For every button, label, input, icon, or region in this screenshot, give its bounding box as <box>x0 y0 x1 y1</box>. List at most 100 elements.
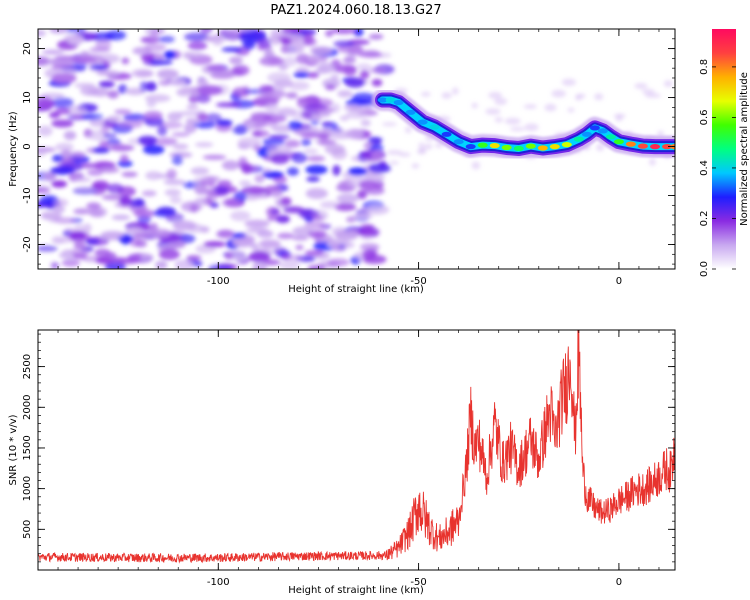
spectrogram-plot-area <box>38 29 675 269</box>
ridge-point <box>662 144 672 150</box>
spectrogram-noise-blob <box>80 113 104 121</box>
colorbar-label: Normalized spectral amplitude <box>739 72 750 226</box>
spectrogram-noise-blob <box>38 147 56 153</box>
spectrogram-noise-blob <box>304 220 326 230</box>
spectrogram-noise-blob <box>544 103 557 112</box>
spectrogram-noise-blob <box>307 230 327 239</box>
spectrogram-noise-blob <box>156 206 176 215</box>
spectrogram-noise-blob <box>38 99 55 108</box>
spectrogram-noise-blob <box>596 143 605 152</box>
spectrogram-noise-blob <box>201 175 221 182</box>
spectrogram-noise-blob <box>267 72 292 84</box>
ridge-point <box>605 134 616 140</box>
spectrogram-noise-blob <box>174 259 195 269</box>
spectrogram-noise-blob <box>145 171 162 181</box>
spectrogram-noise-blob <box>157 125 168 136</box>
spectrogram-noise-blob <box>259 85 274 92</box>
y-tick-label: 10 <box>22 91 33 104</box>
spectrogram-noise-blob <box>368 136 383 144</box>
spectrogram-noise-blob <box>217 229 234 238</box>
spectrogram-noise-blob <box>132 253 142 260</box>
spectrogram-noise-blob <box>180 201 203 212</box>
spectrogram-noise-blob <box>327 130 354 140</box>
ridge-point <box>613 139 624 145</box>
spectrogram-noise-blob <box>334 202 357 212</box>
spectrogram-noise-blob <box>142 144 165 155</box>
spectrogram-noise-blob <box>252 261 268 269</box>
spectrogram-noise-blob <box>371 150 383 161</box>
spectrogram-noise-blob <box>38 187 51 193</box>
spectrogram-noise-blob <box>339 115 350 121</box>
spectrogram-noise-blob <box>193 176 203 188</box>
spectrogram-noise-blob <box>198 187 217 195</box>
spectrogram-noise-blob <box>368 163 391 174</box>
spectrogram-noise-blob <box>337 90 353 98</box>
spectrogram-noise-blob <box>143 110 163 121</box>
y-tick-label: 1500 <box>22 435 33 460</box>
spectrogram-noise-blob <box>303 33 314 45</box>
spectrogram-noise-blob <box>288 81 310 91</box>
spectrogram-noise-blob <box>38 125 53 137</box>
spectrogram-noise-blob <box>237 137 262 148</box>
spectrogram-noise-blob <box>494 117 503 123</box>
spectrogram-noise-blob <box>224 251 233 260</box>
spectrogram-noise-blob <box>320 121 333 127</box>
spectrogram-noise-blob <box>307 264 326 269</box>
spectrogram-noise-blob <box>286 167 299 176</box>
spectrogram-noise-blob <box>331 29 357 35</box>
spectrogram-noise-blob <box>87 169 104 176</box>
ridge-point <box>393 99 404 106</box>
spectrogram-noise-blob <box>43 171 57 182</box>
spectrogram-noise-blob <box>358 180 379 190</box>
snr-frame <box>37 329 676 571</box>
spectrogram-noise-blob <box>333 40 355 48</box>
spectrogram-noise-blob <box>327 258 350 267</box>
spectrogram-noise-blob <box>287 254 304 262</box>
spectrogram-noise-blob <box>231 64 250 76</box>
spectrogram-noise-blob <box>304 215 324 220</box>
spectrogram-noise-blob <box>61 258 81 267</box>
colorbar-ticks: 0.0 0.2 0.4 0.6 0.8 <box>699 59 736 277</box>
spectrogram-noise-blob <box>106 115 122 122</box>
snr-series-line <box>38 330 675 564</box>
spectrogram-noise-blob <box>166 168 177 180</box>
spectrogram-noise-blob <box>524 123 539 132</box>
snr-plot-area <box>38 330 675 564</box>
spectrogram-noise-blob <box>262 171 284 179</box>
y-tick-label: 2000 <box>22 395 33 420</box>
spectrogram-noise-blob <box>117 84 128 94</box>
ridge-point <box>525 143 536 149</box>
spectrogram-noise-blob <box>190 167 210 175</box>
spectrogram-noise-blob <box>359 70 370 80</box>
spectrogram-noise-blob <box>200 29 213 35</box>
spectrogram-noise-blob <box>149 31 159 42</box>
spectrogram-noise-blob <box>250 188 264 195</box>
spectrogram-noise-blob <box>137 135 158 145</box>
spectrogram-noise-blob <box>291 152 308 164</box>
spectrogram-noise-blob <box>293 71 310 78</box>
spectrogram-noise-blob <box>212 36 224 46</box>
spectrogram-noise-blob <box>186 103 199 110</box>
spectrogram-noise-blob <box>280 197 292 206</box>
spectrogram-noise-blob <box>336 193 359 204</box>
spectrogram-noise-blob <box>345 110 368 119</box>
spectrogram-noise-blob <box>263 113 287 123</box>
spectrogram-noise-blob <box>280 37 292 45</box>
spectrogram-noise-blob <box>141 190 157 197</box>
spectrogram-noise-blob <box>51 119 74 128</box>
spectrogram-noise-blob <box>295 53 311 65</box>
ridge-point <box>573 136 584 142</box>
spectrogram-noise-blob <box>284 139 301 148</box>
ridge-point <box>417 119 428 125</box>
spectrogram-noise-blob <box>54 108 71 115</box>
spectrogram-noise-blob <box>139 81 149 92</box>
spectrogram-noise-blob <box>38 245 58 252</box>
spectrogram-noise-blob <box>237 236 254 244</box>
spectrogram-noise-blob <box>364 204 390 215</box>
x-tick-label: -50 <box>410 276 426 287</box>
spectrogram-noise-blob <box>615 115 623 122</box>
spectrogram-noise-blob <box>51 180 68 188</box>
spectrogram-noise-blob <box>108 144 135 152</box>
y-tick-label: 0 <box>22 143 33 149</box>
spectrogram-noise-blob <box>104 262 126 269</box>
